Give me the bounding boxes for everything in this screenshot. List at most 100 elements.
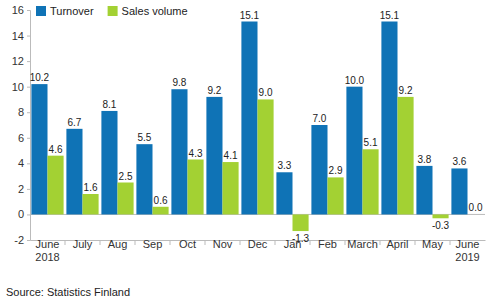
data-label: 5.5 [137, 132, 151, 143]
bar [451, 168, 467, 214]
bars [31, 22, 467, 232]
x-tick: June2019 [455, 238, 479, 263]
bar [188, 160, 204, 215]
data-label: 3.8 [417, 154, 431, 165]
x-tick-label-line: June [456, 238, 480, 250]
bar [171, 89, 187, 214]
bar [311, 125, 327, 214]
bar [206, 97, 222, 215]
x-tick-label: May [422, 238, 443, 250]
x-separator [170, 240, 171, 245]
bar [398, 97, 414, 215]
data-label: 5.1 [364, 137, 378, 148]
data-label: -0.3 [432, 220, 450, 231]
y-tick-mark [27, 36, 30, 37]
x-tick-label-line: Nov [213, 238, 233, 250]
bar [31, 84, 47, 214]
y-tick: 10 [12, 81, 30, 93]
x-tick-label: Feb [318, 238, 337, 250]
data-label: 9.2 [207, 85, 221, 96]
legend-swatch [108, 6, 118, 16]
y-tick-mark [27, 61, 30, 62]
x-tick: May [422, 238, 443, 250]
x-tick-label: July [73, 238, 93, 250]
data-label: 10.2 [30, 72, 50, 83]
bar [433, 214, 449, 218]
y-tick-mark [27, 189, 30, 190]
y-tick: 0 [18, 208, 30, 220]
data-label: 10.0 [345, 75, 365, 86]
bar [293, 214, 309, 231]
data-label: 1.6 [84, 182, 98, 193]
y-tick: 6 [18, 132, 30, 144]
x-tick-label-line: Oct [179, 238, 196, 250]
data-label: 15.1 [380, 10, 400, 21]
y-tick: 16 [12, 4, 30, 16]
x-tick-label-line: 2018 [35, 251, 59, 263]
x-separator [205, 240, 206, 245]
bar [363, 149, 379, 214]
y-tick-label: -2 [14, 234, 24, 246]
data-labels: 10.26.78.15.59.89.215.13.37.010.015.13.8… [30, 10, 483, 245]
data-label: -1.3 [292, 233, 310, 244]
x-separator [65, 240, 66, 245]
y-tick: 12 [12, 55, 30, 67]
y-tick-label: 2 [18, 183, 24, 195]
bar [328, 177, 344, 214]
data-label: 6.7 [67, 117, 81, 128]
data-label: 15.1 [240, 10, 260, 21]
x-axis: June2018JulyAugSepOctNovDecJanFebMarchAp… [31, 238, 486, 263]
legend: TurnoverSales volume [36, 5, 188, 17]
x-separator [345, 240, 346, 245]
data-label: 4.3 [189, 148, 203, 159]
x-separator [240, 240, 241, 245]
x-tick-label-line: Sep [143, 238, 163, 250]
y-tick-mark [27, 163, 30, 164]
x-tick-label-line: March [347, 238, 378, 250]
x-tick: April [386, 238, 408, 250]
x-tick-label: April [386, 238, 408, 250]
y-axis-line [27, 11, 31, 241]
bar [276, 172, 292, 214]
y-tick-label: 6 [18, 132, 24, 144]
data-label: 3.6 [452, 156, 466, 167]
data-label: 4.6 [49, 144, 63, 155]
bar [66, 129, 82, 215]
x-tick: Oct [179, 238, 196, 250]
bar [258, 99, 274, 214]
bar [48, 156, 64, 215]
bar [346, 87, 362, 215]
y-tick: 2 [18, 183, 30, 195]
bar [136, 144, 152, 214]
x-tick: June2018 [35, 238, 59, 263]
x-tick-label-line: June [36, 238, 60, 250]
y-tick-label: 12 [12, 55, 24, 67]
x-separator [100, 240, 101, 245]
data-label: 7.0 [312, 113, 326, 124]
x-separator [450, 240, 451, 245]
legend-swatch [36, 6, 46, 16]
x-tick-label: June2018 [35, 238, 59, 263]
x-tick-label-line: May [422, 238, 443, 250]
bar [381, 22, 397, 215]
chart: -20246810121416June2018JulyAugSepOctNovD… [0, 0, 493, 304]
bar [83, 194, 99, 214]
data-label: 0.6 [154, 195, 168, 206]
y-tick-mark [27, 240, 30, 241]
y-tick-label: 0 [18, 208, 24, 220]
data-label: 3.3 [277, 160, 291, 171]
x-tick-label: June2019 [455, 238, 479, 263]
x-separators [65, 240, 450, 245]
x-tick-label: Dec [248, 238, 268, 250]
y-tick-label: 8 [18, 106, 24, 118]
y-tick-label: 16 [12, 4, 24, 16]
x-tick-label: Oct [179, 238, 196, 250]
bar [118, 183, 134, 215]
y-tick-mark [27, 138, 30, 139]
data-label: 0.0 [469, 202, 483, 213]
x-tick-label-line: April [386, 238, 408, 250]
bar [241, 22, 257, 215]
bar [416, 166, 432, 215]
y-tick-mark [27, 112, 30, 113]
y-tick-label: 10 [12, 81, 24, 93]
